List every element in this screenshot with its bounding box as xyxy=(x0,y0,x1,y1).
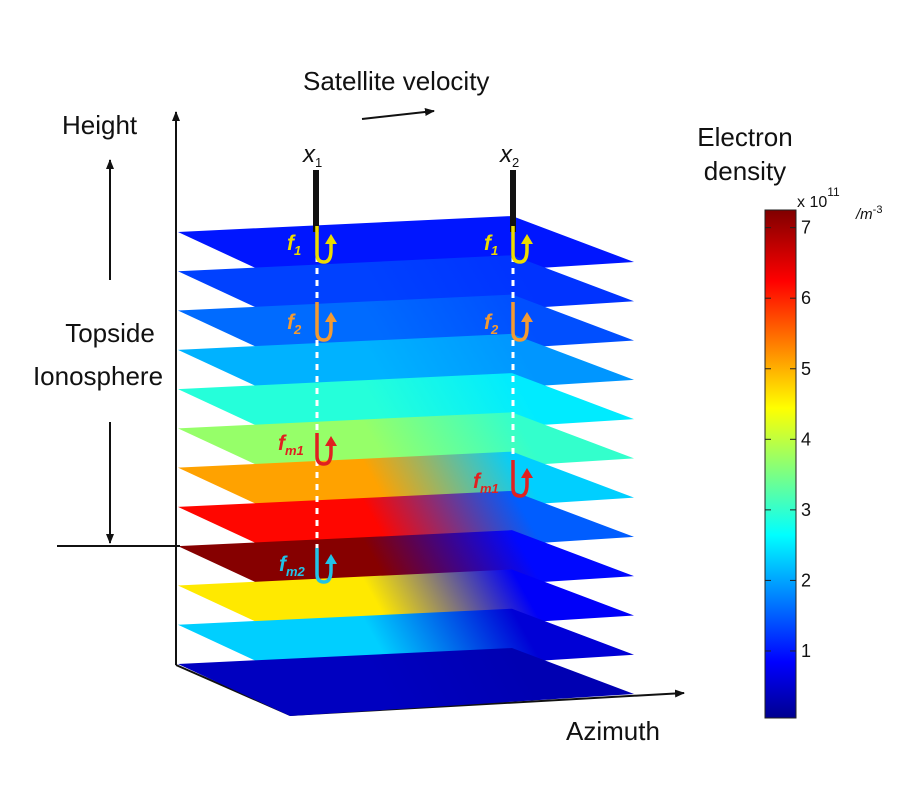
colorbar-tick-label: 7 xyxy=(801,218,811,238)
colorbar-tick-label: 3 xyxy=(801,500,811,520)
x2-f2-reflection: f2 xyxy=(484,302,533,342)
x2-f1-label: f1 xyxy=(484,232,498,258)
velocity-arrow xyxy=(361,108,435,120)
density-layer xyxy=(178,648,634,716)
hook-arrow-icon xyxy=(511,302,529,342)
topside-label-line1: Topside xyxy=(65,318,155,348)
x1-fm2-reflection: fm2 xyxy=(279,548,337,584)
hook-arrow-icon xyxy=(511,226,529,264)
azimuth-label: Azimuth xyxy=(566,716,660,746)
hook-arrow-icon xyxy=(315,548,333,584)
x1-fm1-label: fm1 xyxy=(278,432,304,458)
colorbar-tick-label: 4 xyxy=(801,429,811,449)
hook-arrow-icon xyxy=(315,226,333,264)
satellite-tracks xyxy=(313,170,516,560)
density-layers xyxy=(178,216,634,716)
colorbar-tick-label: 5 xyxy=(801,359,811,379)
height-label: Height xyxy=(62,110,138,140)
x2-fm1-reflection: fm1 xyxy=(473,460,533,498)
x1-fm2-label: fm2 xyxy=(279,553,306,579)
x2-f1-reflection: f1 xyxy=(484,226,533,264)
colorbar-gradient xyxy=(764,209,797,719)
colorbar-title-line1: Electron xyxy=(697,122,792,152)
x1-f1-reflection: f1 xyxy=(287,226,337,264)
hook-arrow-icon xyxy=(511,460,529,498)
colorbar-tick-label: 2 xyxy=(801,570,811,590)
x1-f1-label: f1 xyxy=(287,232,301,258)
satellite-velocity-label: Satellite velocity xyxy=(303,66,489,96)
colorbar-title-line2: density xyxy=(704,156,786,186)
satellite-x2-label: x2 xyxy=(499,141,519,170)
x1-f2-label: f2 xyxy=(287,311,302,337)
x2-f2-label: f2 xyxy=(484,311,499,337)
satellite-x1-label: x1 xyxy=(302,141,322,170)
x2-reflections: f1 f2 fm1 xyxy=(473,226,533,498)
x1-fm1-reflection: fm1 xyxy=(278,432,337,466)
topside-range-indicator: Topside Ionosphere xyxy=(33,159,180,547)
colorbar-tick-label: 1 xyxy=(801,641,811,661)
hook-arrow-icon xyxy=(315,302,333,342)
topside-label-line2: Ionosphere xyxy=(33,361,163,391)
colorbar-tick-label: 6 xyxy=(801,288,811,308)
colorbar-unit: /m-3 xyxy=(855,204,882,223)
hook-arrow-icon xyxy=(315,433,333,466)
colorbar-ticks: 1 2 3 4 5 6 7 xyxy=(765,218,811,661)
x1-f2-reflection: f2 xyxy=(287,302,337,342)
colorbar: Electron density x 1011 /m-3 1 2 3 4 5 6 7 xyxy=(697,122,882,719)
x2-fm1-label: fm1 xyxy=(473,470,499,496)
x1-reflections: f1 f2 fm1 fm2 xyxy=(278,226,337,584)
colorbar-scale: x 1011 xyxy=(797,185,840,211)
